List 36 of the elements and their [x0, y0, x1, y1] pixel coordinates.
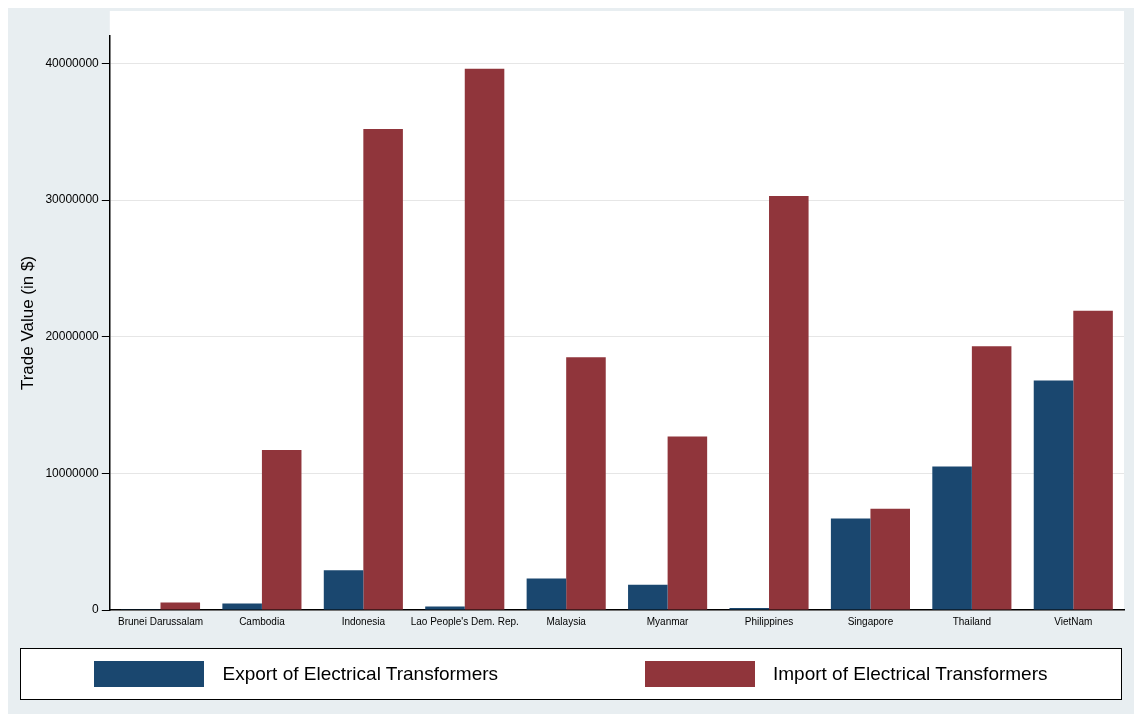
- y-axis-title: Trade Value (in $): [17, 255, 37, 391]
- y-tick-label: 40000000: [45, 55, 100, 70]
- x-tick-label: Malaysia: [546, 615, 587, 627]
- bar: [628, 584, 668, 610]
- bar: [1033, 380, 1074, 610]
- x-tick-label: Cambodia: [239, 615, 286, 627]
- bar: [464, 68, 505, 610]
- y-tick-label: 0: [92, 602, 100, 617]
- bar: [1073, 310, 1113, 610]
- x-tick-label: Singapore: [847, 615, 894, 627]
- bar: [932, 466, 972, 610]
- bar: [667, 436, 708, 610]
- bar: [425, 606, 465, 610]
- text: Import of Electrical Transformers: [773, 663, 1048, 685]
- y-tick-label: 30000000: [45, 192, 100, 207]
- bar: [222, 603, 262, 610]
- bar: [261, 450, 302, 610]
- x-tick-label: VietNam: [1054, 615, 1093, 627]
- y-tick-label: 10000000: [45, 465, 100, 480]
- text: Export of Electrical Transformers: [222, 663, 499, 685]
- x-tick-label: Lao People's Dem. Rep.: [410, 615, 519, 627]
- bar: [830, 518, 871, 610]
- bar: [769, 195, 809, 610]
- y-tick-label: 20000000: [45, 328, 100, 343]
- x-tick-label: Philippines: [744, 615, 794, 627]
- bar: [363, 128, 403, 610]
- bar: [160, 602, 201, 610]
- bar: [323, 570, 364, 610]
- x-tick-label: Indonesia: [341, 615, 386, 627]
- x-tick-label: Brunei Darussalam: [117, 615, 204, 627]
- bar: [971, 346, 1012, 610]
- bar: [566, 357, 606, 610]
- x-tick-label: Myanmar: [646, 615, 690, 627]
- bar: [526, 578, 567, 610]
- x-tick-label: Thailand: [952, 615, 992, 627]
- bar: [870, 508, 910, 610]
